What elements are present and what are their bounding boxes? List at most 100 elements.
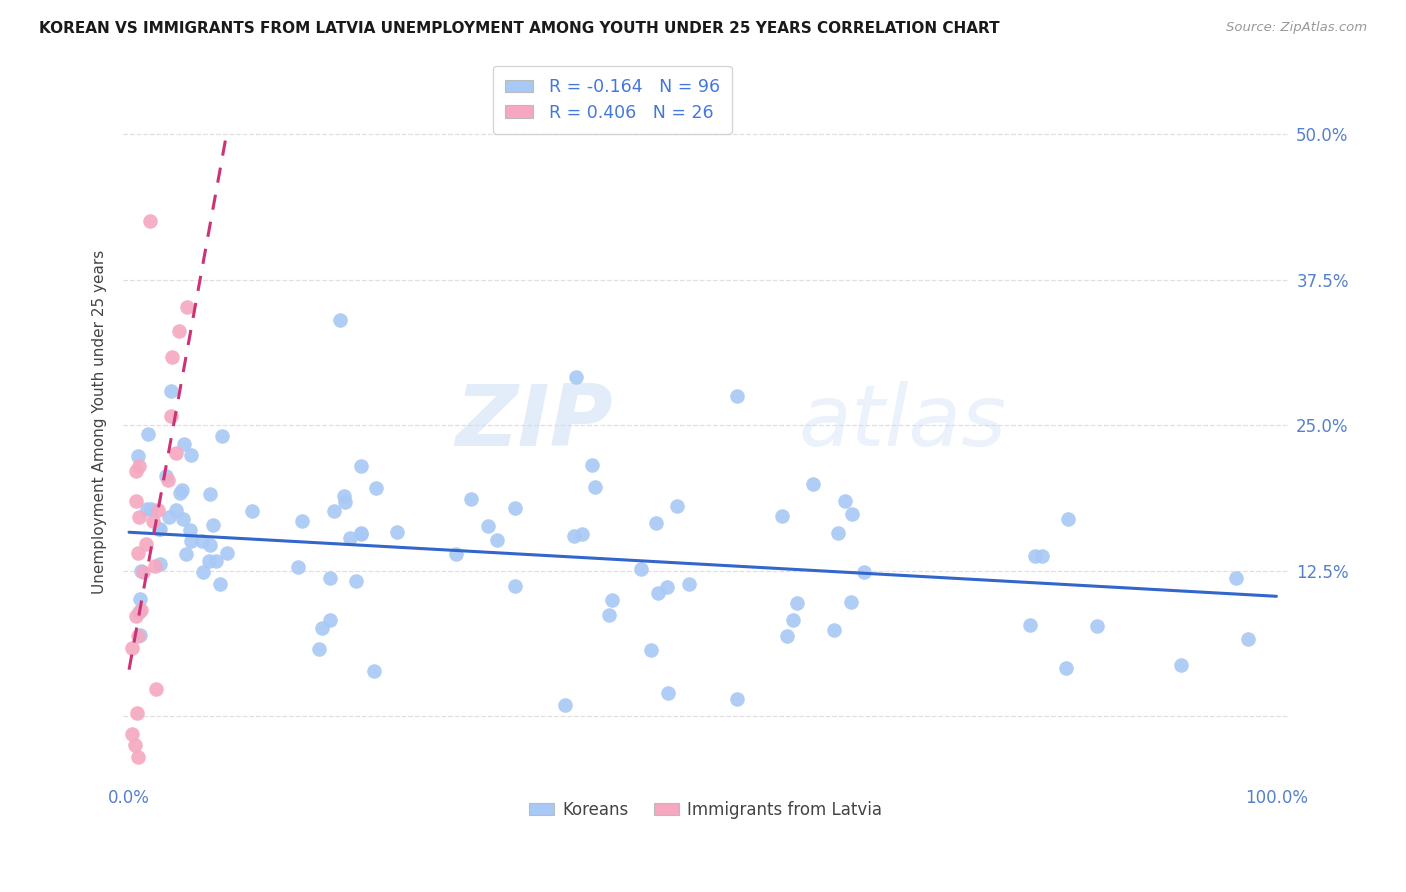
Point <box>127 546 149 560</box>
Point <box>205 554 228 568</box>
Point <box>308 642 330 657</box>
Point <box>565 369 588 384</box>
Point <box>1237 632 1260 646</box>
Point <box>176 300 198 314</box>
Point <box>201 518 224 533</box>
Point <box>363 664 385 678</box>
Point <box>208 577 231 591</box>
Point <box>1054 661 1077 675</box>
Point <box>173 437 195 451</box>
Point <box>135 537 157 551</box>
Point <box>823 623 845 637</box>
Point <box>839 595 862 609</box>
Point <box>583 480 606 494</box>
Point <box>131 565 153 579</box>
Point <box>128 628 150 642</box>
Text: ZIP: ZIP <box>454 381 613 464</box>
Point <box>141 502 163 516</box>
Point <box>581 458 603 472</box>
Point <box>598 607 620 622</box>
Point <box>554 698 576 712</box>
Point <box>333 495 356 509</box>
Point <box>136 426 159 441</box>
Point <box>165 502 187 516</box>
Text: atlas: atlas <box>799 381 1007 464</box>
Point <box>211 429 233 443</box>
Legend: Koreans, Immigrants from Latvia: Koreans, Immigrants from Latvia <box>523 795 889 826</box>
Point <box>145 681 167 696</box>
Point <box>155 469 177 483</box>
Point <box>125 494 148 508</box>
Point <box>1024 549 1046 564</box>
Point <box>460 492 482 507</box>
Point <box>165 446 187 460</box>
Point <box>287 560 309 574</box>
Point <box>162 351 184 365</box>
Point <box>121 727 143 741</box>
Point <box>644 516 666 530</box>
Point <box>647 586 669 600</box>
Point <box>240 504 263 518</box>
Point <box>172 512 194 526</box>
Point <box>344 574 367 589</box>
Point <box>770 508 793 523</box>
Point <box>1031 549 1053 563</box>
Point <box>655 580 678 594</box>
Point <box>329 313 352 327</box>
Point <box>834 494 856 508</box>
Point <box>505 579 527 593</box>
Text: Source: ZipAtlas.com: Source: ZipAtlas.com <box>1226 21 1367 34</box>
Point <box>180 448 202 462</box>
Point <box>782 613 804 627</box>
Point <box>801 476 824 491</box>
Text: KOREAN VS IMMIGRANTS FROM LATVIA UNEMPLOYMENT AMONG YOUTH UNDER 25 YEARS CORRELA: KOREAN VS IMMIGRANTS FROM LATVIA UNEMPLO… <box>39 21 1000 36</box>
Point <box>666 500 689 514</box>
Point <box>630 562 652 576</box>
Point <box>485 533 508 547</box>
Point <box>172 483 194 497</box>
Point <box>1019 618 1042 632</box>
Point <box>350 527 373 541</box>
Point <box>149 522 172 536</box>
Point <box>157 473 180 487</box>
Point <box>571 526 593 541</box>
Point <box>385 525 408 540</box>
Point <box>841 507 863 521</box>
Point <box>180 533 202 548</box>
Point <box>167 324 190 338</box>
Point <box>169 486 191 500</box>
Point <box>149 558 172 572</box>
Point <box>174 547 197 561</box>
Point <box>129 565 152 579</box>
Point <box>127 750 149 764</box>
Y-axis label: Unemployment Among Youth under 25 years: Unemployment Among Youth under 25 years <box>93 250 107 594</box>
Point <box>311 621 333 635</box>
Point <box>350 459 373 474</box>
Point <box>350 525 373 540</box>
Point <box>333 490 356 504</box>
Point <box>319 571 342 585</box>
Point <box>125 609 148 624</box>
Point <box>157 509 180 524</box>
Point <box>725 389 748 403</box>
Point <box>503 500 526 515</box>
Point <box>159 384 181 399</box>
Point <box>657 686 679 700</box>
Point <box>339 531 361 545</box>
Point <box>198 554 221 568</box>
Point <box>128 459 150 474</box>
Point <box>191 565 214 579</box>
Point <box>323 503 346 517</box>
Point <box>146 503 169 517</box>
Point <box>318 613 340 627</box>
Point <box>562 528 585 542</box>
Point <box>121 641 143 656</box>
Point <box>477 518 499 533</box>
Point <box>191 533 214 548</box>
Point <box>1225 571 1247 585</box>
Point <box>786 596 808 610</box>
Point <box>129 603 152 617</box>
Point <box>127 449 149 463</box>
Point <box>179 523 201 537</box>
Point <box>124 739 146 753</box>
